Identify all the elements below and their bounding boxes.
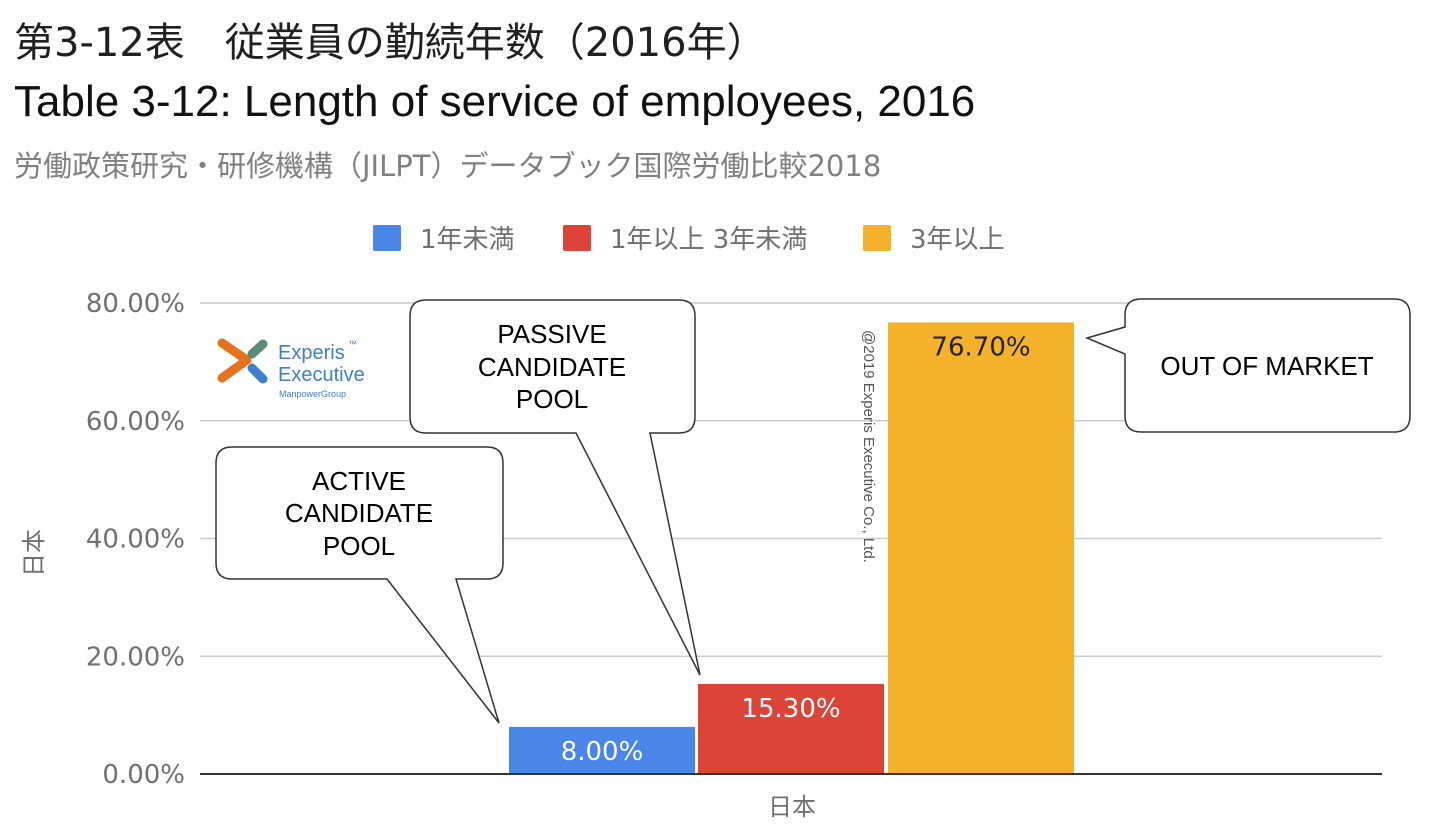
legend-item-under-1y: 1年未満: [373, 225, 515, 255]
callout-passive-line1: PASSIVE: [497, 319, 606, 349]
y-tick-label: 60.00%: [86, 407, 185, 437]
bar-under-1y: [509, 726, 695, 774]
logo-manpowergroup: ManpowerGroup: [279, 389, 346, 399]
legend-swatch: [373, 225, 401, 251]
callout-out-of-market: OUT OF MARKET: [1084, 298, 1411, 433]
y-tick-label: 40.00%: [86, 525, 185, 555]
callout-active-line1: ACTIVE: [312, 466, 406, 496]
experis-logo: Experis ™ Executive ManpowerGroup: [217, 338, 365, 399]
y-axis-ticks: 0.00% 20.00% 40.00% 60.00% 80.00%: [86, 289, 185, 790]
legend-item-over-3y: 3年以上: [863, 225, 1005, 255]
logo-name: Experis: [278, 342, 345, 364]
y-axis-label: 日本: [20, 529, 48, 577]
callout-active-line3: POOL: [323, 531, 395, 561]
y-tick-label: 80.00%: [86, 289, 185, 319]
callout-active-line2: CANDIDATE: [285, 498, 433, 528]
legend-label: 1年以上 3年未満: [610, 225, 807, 255]
callout-passive-line2: CANDIDATE: [478, 352, 626, 382]
legend: 1年未満 1年以上 3年未満 3年以上: [373, 225, 1005, 255]
callout-passive-candidate-pool: PASSIVE CANDIDATE POOL: [409, 299, 701, 676]
title-jp: 第3-12表 従業員の勤続年数（2016年）: [14, 20, 767, 66]
callout-passive-line3: POOL: [516, 384, 588, 414]
bars: 8.00% 15.30% 76.70%: [509, 322, 1074, 774]
y-tick-label: 20.00%: [86, 642, 185, 672]
logo-executive: Executive: [278, 364, 365, 386]
bar-1-3y: [698, 683, 884, 774]
legend-swatch: [563, 225, 591, 251]
legend-label: 3年以上: [910, 225, 1005, 255]
callout-active-candidate-pool: ACTIVE CANDIDATE POOL: [215, 446, 504, 724]
legend-label: 1年未満: [420, 225, 515, 255]
legend-swatch: [863, 225, 891, 251]
data-label-1-3y: 15.30%: [741, 694, 840, 724]
data-label-over-3y: 76.70%: [931, 332, 1030, 362]
title-en: Table 3-12: Length of service of employe…: [14, 77, 975, 126]
subtitle: 労働政策研究・研修機構（JILPT）データブック国際労働比較2018: [14, 149, 881, 183]
bar-over-3y: [888, 322, 1074, 774]
callout-out-of-market-text: OUT OF MARKET: [1160, 351, 1373, 381]
y-tick-label: 0.00%: [102, 760, 185, 790]
logo-tm: ™: [348, 339, 357, 349]
copyright-watermark: @2019 Experis Executive Co., Ltd.: [860, 330, 877, 563]
x-axis-label: 日本: [768, 793, 816, 821]
experis-x-icon: [217, 338, 268, 384]
data-label-under-1y: 8.00%: [561, 737, 644, 767]
legend-item-1-3y: 1年以上 3年未満: [563, 225, 807, 255]
